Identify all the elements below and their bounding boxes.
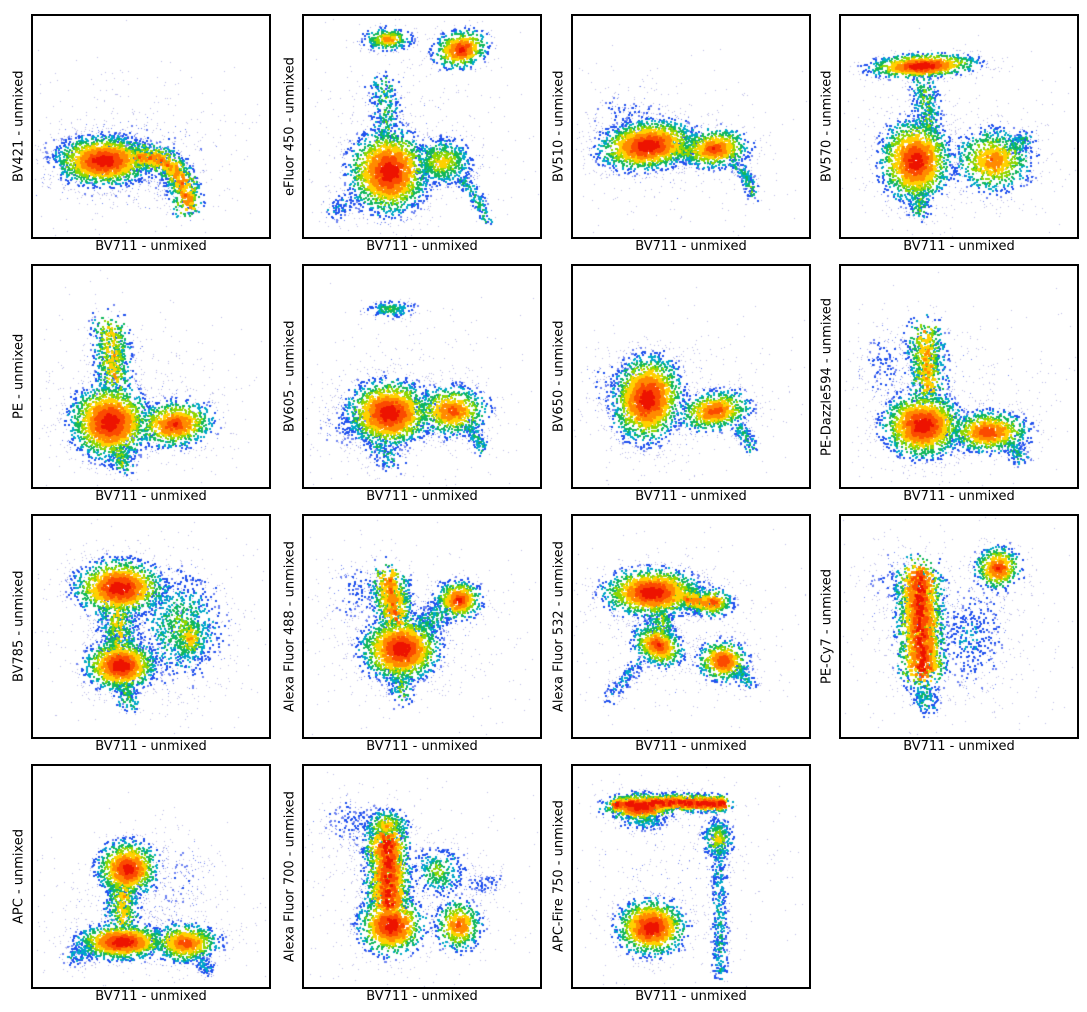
x-axis-label: BV711 - unmixed [95, 239, 207, 254]
x-axis-label: BV711 - unmixed [95, 489, 207, 504]
panel-alexa-fluor-488: Alexa Fluor 488 - unmixed BV711 - unmixed [280, 512, 544, 762]
plot-area [571, 14, 811, 239]
y-axis-label: Alexa Fluor 488 - unmixed [282, 541, 298, 712]
x-axis-label: BV711 - unmixed [903, 739, 1015, 754]
density-plot-canvas [304, 16, 540, 237]
panel-bv570: BV570 - unmixed BV711 - unmixed [817, 12, 1081, 262]
plot-area [31, 764, 271, 989]
panel-pe-dazzle594: PE-Dazzle594 - unmixed BV711 - unmixed [817, 262, 1081, 512]
density-plot-canvas [304, 266, 540, 487]
plot-area [302, 14, 542, 239]
density-plot-canvas [33, 266, 269, 487]
x-axis-label: BV711 - unmixed [366, 489, 478, 504]
panel-apc-fire-750: APC-Fire 750 - unmixed BV711 - unmixed [549, 762, 813, 1012]
x-axis-label: BV711 - unmixed [635, 989, 747, 1004]
density-plot-canvas [33, 16, 269, 237]
panel-alexa-fluor-532: Alexa Fluor 532 - unmixed BV711 - unmixed [549, 512, 813, 762]
x-axis-label: BV711 - unmixed [366, 989, 478, 1004]
y-axis-label: eFluor 450 - unmixed [282, 57, 298, 196]
density-plot-canvas [304, 516, 540, 737]
x-axis-label: BV711 - unmixed [635, 239, 747, 254]
y-axis-label: BV510 - unmixed [551, 70, 567, 183]
y-axis-label: PE-Cy7 - unmixed [819, 568, 835, 685]
y-axis-label: Alexa Fluor 532 - unmixed [551, 541, 567, 712]
density-plot-canvas [33, 516, 269, 737]
y-axis-label: APC - unmixed [11, 828, 27, 925]
plot-area [31, 264, 271, 489]
panel-apc: APC - unmixed BV711 - unmixed [9, 762, 273, 1012]
y-axis-label: BV650 - unmixed [551, 320, 567, 433]
x-axis-label: BV711 - unmixed [635, 739, 747, 754]
plot-area [839, 14, 1079, 239]
panel-bv421: BV421 - unmixed BV711 - unmixed [9, 12, 273, 262]
panel-efluor-450: eFluor 450 - unmixed BV711 - unmixed [280, 12, 544, 262]
panel-alexa-fluor-700: Alexa Fluor 700 - unmixed BV711 - unmixed [280, 762, 544, 1012]
panel-pe: PE - unmixed BV711 - unmixed [9, 262, 273, 512]
panel-bv785: BV785 - unmixed BV711 - unmixed [9, 512, 273, 762]
plot-area [302, 514, 542, 739]
density-plot-canvas [304, 766, 540, 987]
y-axis-label: PE-Dazzle594 - unmixed [819, 297, 835, 456]
y-axis-label: BV785 - unmixed [11, 570, 27, 683]
plot-area [31, 14, 271, 239]
y-axis-label: BV605 - unmixed [282, 320, 298, 433]
density-plot-canvas [841, 516, 1077, 737]
x-axis-label: BV711 - unmixed [635, 489, 747, 504]
y-axis-label: BV570 - unmixed [819, 70, 835, 183]
panel-pe-cy7: PE-Cy7 - unmixed BV711 - unmixed [817, 512, 1081, 762]
plot-area [839, 264, 1079, 489]
density-plot-canvas [33, 766, 269, 987]
density-plot-canvas [573, 16, 809, 237]
panel-bv650: BV650 - unmixed BV711 - unmixed [549, 262, 813, 512]
x-axis-label: BV711 - unmixed [903, 489, 1015, 504]
x-axis-label: BV711 - unmixed [95, 739, 207, 754]
panel-bv510: BV510 - unmixed BV711 - unmixed [549, 12, 813, 262]
plot-area [571, 764, 811, 989]
density-plot-canvas [573, 766, 809, 987]
x-axis-label: BV711 - unmixed [366, 739, 478, 754]
plot-area [839, 514, 1079, 739]
density-plot-canvas [841, 16, 1077, 237]
density-plot-canvas [573, 266, 809, 487]
y-axis-label: BV421 - unmixed [11, 70, 27, 183]
density-plot-canvas [573, 516, 809, 737]
x-axis-label: BV711 - unmixed [903, 239, 1015, 254]
plot-area [571, 264, 811, 489]
plot-area [31, 514, 271, 739]
plot-area [302, 264, 542, 489]
x-axis-label: BV711 - unmixed [366, 239, 478, 254]
plot-area [302, 764, 542, 989]
density-plot-canvas [841, 266, 1077, 487]
y-axis-label: APC-Fire 750 - unmixed [551, 800, 567, 953]
x-axis-label: BV711 - unmixed [95, 989, 207, 1004]
panel-bv605: BV605 - unmixed BV711 - unmixed [280, 262, 544, 512]
y-axis-label: PE - unmixed [11, 333, 27, 420]
plot-area [571, 514, 811, 739]
y-axis-label: Alexa Fluor 700 - unmixed [282, 791, 298, 962]
